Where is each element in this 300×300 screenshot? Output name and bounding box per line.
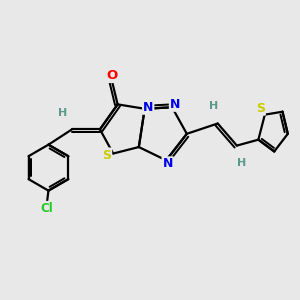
Text: S: S [256,102,265,115]
Text: H: H [58,108,67,118]
Text: Cl: Cl [40,202,53,215]
Text: S: S [102,148,111,161]
Text: O: O [107,69,118,82]
Text: N: N [170,98,180,111]
Text: H: H [209,101,218,111]
Text: H: H [237,158,246,168]
Text: N: N [143,101,153,114]
Text: N: N [163,157,173,170]
